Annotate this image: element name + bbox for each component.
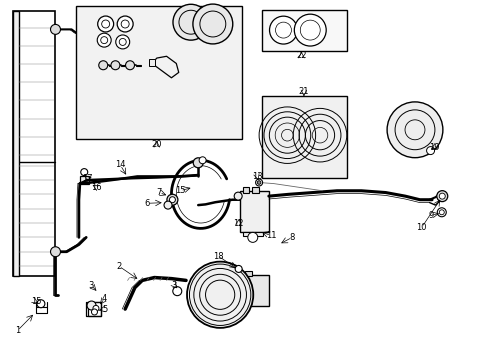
Text: 4: 4 (102, 294, 107, 303)
Circle shape (199, 157, 205, 164)
Bar (261, 96, 346, 178)
Circle shape (193, 158, 203, 168)
Circle shape (255, 179, 262, 186)
Text: 18: 18 (212, 252, 223, 261)
Circle shape (99, 61, 107, 70)
Circle shape (247, 233, 257, 242)
Bar (239, 191, 268, 232)
Circle shape (294, 14, 325, 46)
Bar (87, 302, 101, 316)
Circle shape (166, 194, 178, 205)
Bar (245, 271, 252, 276)
Text: 7: 7 (156, 188, 162, 197)
Text: 19: 19 (428, 143, 439, 152)
Circle shape (91, 309, 97, 315)
Circle shape (186, 262, 253, 328)
Bar (236, 271, 243, 276)
Bar (261, 10, 346, 51)
Circle shape (93, 305, 99, 311)
Text: 5: 5 (102, 305, 107, 314)
Text: 3: 3 (171, 280, 177, 289)
Text: 6: 6 (144, 199, 149, 208)
Circle shape (98, 16, 113, 32)
Circle shape (163, 201, 172, 209)
Text: 17: 17 (82, 174, 93, 183)
Bar (76, 6, 242, 139)
Bar (13, 11, 55, 276)
Text: 15: 15 (175, 186, 185, 195)
Circle shape (87, 301, 96, 310)
Circle shape (436, 208, 446, 217)
Bar (243, 187, 249, 193)
Bar (252, 187, 258, 193)
Text: 20: 20 (151, 140, 162, 149)
Bar (148, 59, 155, 66)
Circle shape (438, 210, 444, 215)
Circle shape (269, 16, 297, 44)
Text: 12: 12 (233, 219, 244, 228)
Circle shape (169, 197, 175, 203)
Text: 1: 1 (15, 326, 20, 335)
Circle shape (37, 300, 45, 308)
Circle shape (426, 147, 434, 154)
Circle shape (172, 287, 182, 296)
Text: 14: 14 (115, 161, 125, 170)
Circle shape (438, 193, 445, 199)
Circle shape (50, 247, 61, 257)
Text: 10: 10 (416, 223, 426, 232)
Text: 16: 16 (91, 183, 102, 192)
Circle shape (111, 61, 120, 70)
Text: 11: 11 (265, 231, 276, 240)
Circle shape (125, 61, 134, 70)
Text: 13: 13 (251, 172, 262, 181)
Circle shape (173, 4, 208, 40)
Circle shape (116, 35, 129, 49)
Circle shape (234, 192, 242, 200)
Bar (80, 176, 88, 184)
Circle shape (386, 102, 442, 158)
Bar (233, 275, 268, 306)
Text: 15: 15 (31, 297, 41, 306)
Circle shape (235, 265, 242, 273)
Circle shape (50, 24, 61, 34)
Circle shape (81, 168, 87, 176)
Circle shape (97, 33, 111, 47)
Circle shape (193, 4, 232, 44)
Text: 2: 2 (116, 262, 121, 271)
Text: 3: 3 (88, 280, 94, 289)
Text: 21: 21 (298, 86, 308, 95)
Circle shape (404, 120, 424, 140)
Circle shape (117, 16, 133, 32)
Text: 8: 8 (289, 233, 294, 242)
Circle shape (436, 191, 447, 202)
Bar (13, 11, 19, 276)
Bar (243, 232, 262, 236)
Circle shape (257, 181, 261, 184)
Text: 9: 9 (427, 211, 433, 220)
Text: 22: 22 (296, 51, 306, 60)
